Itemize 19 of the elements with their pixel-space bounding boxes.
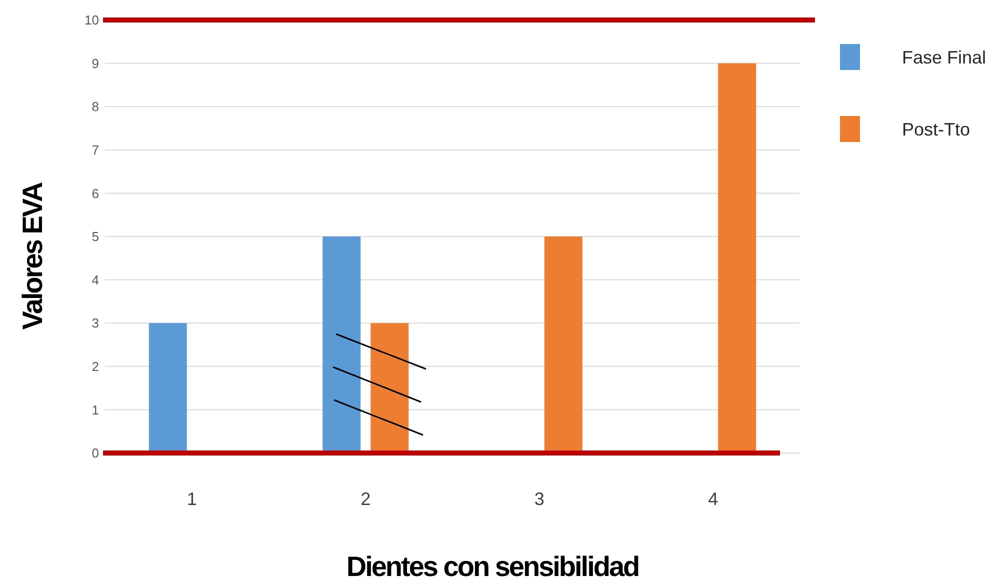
legend-label: Fase Final	[902, 47, 986, 68]
x-tick-label: 3	[534, 489, 544, 509]
y-tick-label: 4	[92, 272, 99, 288]
x-tick-label: 4	[708, 489, 718, 509]
legend-label: Post-Tto	[902, 119, 970, 140]
x-tick-label: 2	[360, 489, 371, 509]
y-tick-label: 8	[92, 99, 99, 114]
y-tick-label: 9	[92, 56, 99, 71]
y-tick-label: 6	[92, 186, 99, 201]
y-tick-label: 0	[92, 446, 99, 461]
y-tick-label: 10	[84, 12, 99, 28]
y-tick-label: 7	[92, 142, 99, 158]
x-tick-label: 1	[186, 489, 197, 509]
y-tick-label: 1	[92, 402, 99, 418]
y-tick-label: 5	[92, 229, 99, 244]
x-axis-title: Dientes con sensibilidad	[346, 551, 640, 582]
y-tick-label: 2	[92, 358, 99, 374]
y-tick-label: 3	[92, 316, 99, 331]
y-axis-title: Valores EVA	[17, 182, 48, 330]
